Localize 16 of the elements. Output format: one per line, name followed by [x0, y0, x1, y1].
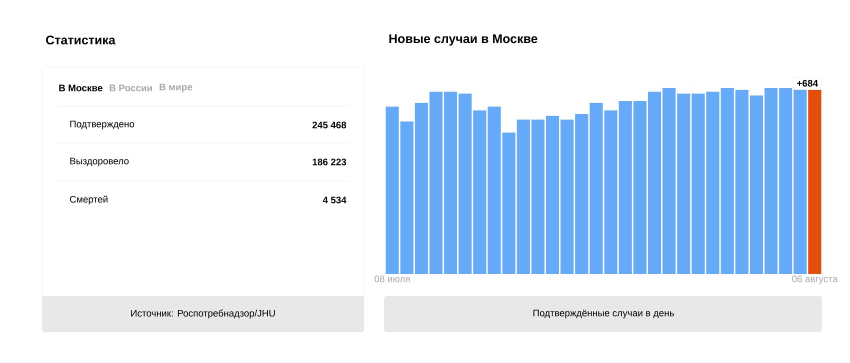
category-label: Смертей — [70, 195, 108, 205]
text: Источник: Роспотребнадзор/JHU — [131, 310, 275, 318]
category-label: Выздоровело — [70, 158, 129, 166]
text: Статистика — [46, 36, 116, 44]
data-label: 245 468 — [312, 122, 346, 128]
text: В России — [110, 84, 152, 92]
data-label: 186 223 — [312, 158, 346, 166]
x-tick-label: 06 августа — [792, 276, 838, 284]
x-axis-title: Подтверждённые случаи в день — [533, 310, 674, 318]
annotation: +684 — [797, 80, 818, 87]
chart-title: Новые случаи в Москве — [389, 34, 538, 46]
category-label: Подтверждено — [70, 120, 134, 130]
data-label: 4 534 — [322, 196, 346, 204]
text: В мире — [160, 84, 192, 92]
x-tick-label: 08 июля — [374, 276, 410, 282]
text: В Москве — [59, 84, 102, 92]
